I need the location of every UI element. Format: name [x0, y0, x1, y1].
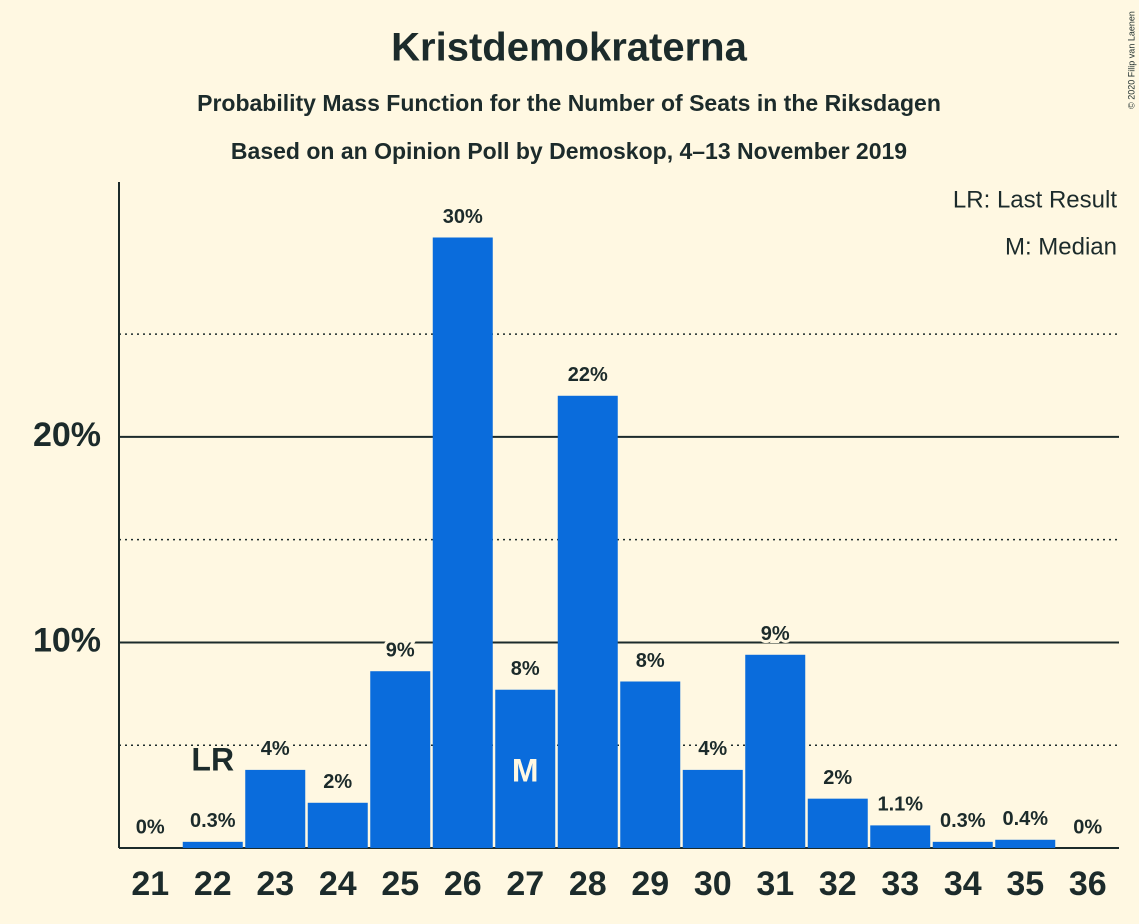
value-label: 8% — [511, 658, 540, 680]
chart-subtitle: Probability Mass Function for the Number… — [197, 90, 941, 116]
x-tick-label: 25 — [381, 865, 419, 903]
bar — [495, 689, 556, 848]
bar — [620, 681, 681, 848]
chart-title: Kristdemokraterna — [391, 26, 747, 70]
value-label: 8% — [636, 650, 665, 672]
x-tick-label: 32 — [819, 865, 857, 903]
legend-entry: M: Median — [1005, 233, 1117, 260]
value-label: 30% — [443, 206, 483, 228]
value-label: 0.4% — [1002, 808, 1048, 830]
x-tick-label: 28 — [569, 865, 607, 903]
bar — [995, 839, 1056, 848]
value-label: 22% — [568, 364, 608, 386]
x-tick-label: 34 — [944, 865, 982, 903]
bar — [557, 395, 618, 848]
value-label: 2% — [323, 771, 352, 793]
x-tick-label: 24 — [319, 865, 357, 903]
bar — [307, 802, 368, 848]
chart-subtitle: Based on an Opinion Poll by Demoskop, 4–… — [231, 138, 907, 164]
y-tick-label: 10% — [33, 621, 101, 659]
x-tick-label: 29 — [631, 865, 669, 903]
value-label: 9% — [386, 640, 415, 662]
bar — [245, 769, 306, 848]
x-tick-label: 33 — [881, 865, 919, 903]
value-label: 0% — [1073, 816, 1102, 838]
x-tick-label: 27 — [506, 865, 544, 903]
bar — [182, 841, 243, 848]
copyright: © 2020 Filip van Laenen — [1126, 11, 1136, 109]
value-label: 4% — [261, 738, 290, 760]
last-result-marker: LR — [191, 741, 234, 777]
value-label: 0% — [136, 816, 165, 838]
x-tick-label: 35 — [1006, 865, 1044, 903]
bar — [870, 825, 931, 848]
value-label: 0.3% — [940, 810, 986, 832]
bar — [745, 654, 806, 848]
bar — [370, 671, 431, 848]
x-tick-label: 21 — [131, 865, 169, 903]
value-label: 9% — [761, 623, 790, 645]
value-label: 4% — [698, 738, 727, 760]
x-tick-label: 22 — [194, 865, 232, 903]
value-label: 1.1% — [877, 794, 923, 816]
bar — [807, 798, 868, 848]
bar — [432, 237, 493, 848]
x-tick-label: 30 — [694, 865, 732, 903]
bar — [682, 769, 743, 848]
value-label: 2% — [823, 767, 852, 789]
x-tick-label: 36 — [1069, 865, 1107, 903]
value-label: 0.3% — [190, 810, 236, 832]
legend-entry: LR: Last Result — [953, 186, 1117, 213]
bar — [932, 841, 993, 848]
x-tick-label: 23 — [256, 865, 294, 903]
y-tick-label: 20% — [33, 416, 101, 454]
x-tick-label: 26 — [444, 865, 482, 903]
median-marker: M — [512, 752, 539, 788]
x-tick-label: 31 — [756, 865, 794, 903]
